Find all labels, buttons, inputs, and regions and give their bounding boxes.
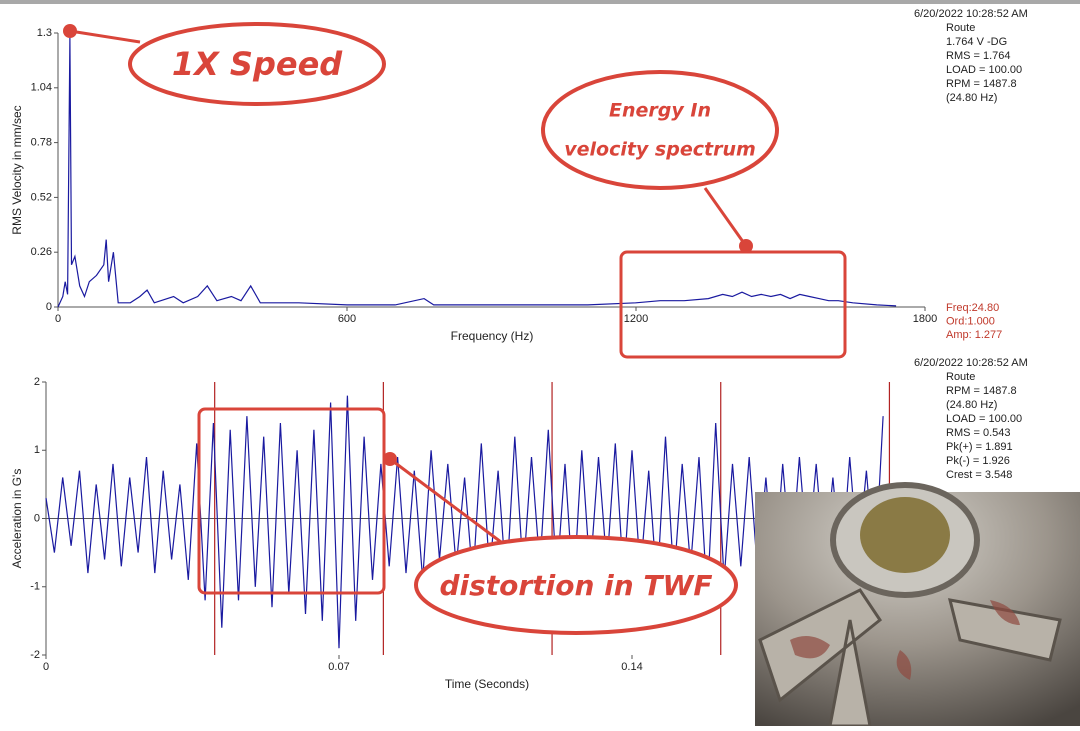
info-line: RMS = 1.764 [946,50,1011,62]
connector-dot [383,452,397,466]
annotation: 1X Speed [172,45,343,83]
x-tick-label: 600 [338,313,356,325]
info-line: Route [946,371,975,383]
data-line [45,395,884,649]
info-line: LOAD = 100.00 [946,413,1022,425]
y-tick-label: 0.26 [31,246,52,258]
connector [703,187,748,247]
connector [69,29,141,44]
annotation: velocity spectrum [564,139,756,161]
info-line: (24.80 Hz) [946,92,997,104]
connector [389,457,506,547]
callout [541,70,779,190]
y-tick-label: -2 [30,649,40,661]
cursor-label: Ord:1.000 [946,315,995,327]
y-tick-label: 1.04 [31,82,52,94]
data-line [57,37,897,308]
x-tick-label: 0.14 [621,661,642,673]
x-tick-label: 0 [55,313,61,325]
info-line: 6/20/2022 10:28:52 AM [914,357,1028,369]
y-tick-label: 0.78 [31,137,52,149]
annotation: Energy In [609,100,711,122]
info-line: Pk(-) = 1.926 [946,455,1010,467]
info-line: (24.80 Hz) [946,399,997,411]
y-axis-label: Acceleration in G's [10,469,24,569]
info-line: 1.764 V -DG [946,36,1007,48]
info-line: Route [946,22,975,34]
y-tick-label: 2 [34,376,40,388]
y-axis-label: RMS Velocity in mm/sec [10,105,24,234]
x-axis-label: Frequency (Hz) [451,329,534,343]
charts: 00.260.520.781.041.30 600 1200 1800Frequenc… [10,8,1080,691]
x-axis-label: Time (Seconds) [445,677,529,691]
info-line: RPM = 1487.8 [946,78,1017,90]
highlight-box [197,407,386,595]
info-line: 6/20/2022 10:28:52 AM [914,8,1028,20]
cursor-label: Amp: 1.277 [946,329,1002,341]
bore [860,497,950,573]
rust [790,600,1020,680]
connector-dot [739,239,753,253]
cursor-label: Freq:24.80 [946,302,999,314]
y-tick-label: 0 [34,512,40,524]
info-line: Crest = 3.548 [946,469,1012,481]
y-tick-label: -1 [30,581,40,593]
y-tick-label: 1.3 [37,27,52,39]
y-tick-label: 0.52 [31,191,52,203]
x-tick-label: 1800 [913,313,937,325]
info-line: Pk(+) = 1.891 [946,441,1013,453]
x-tick-label: 0.07 [328,661,349,673]
info-line: RMS = 0.543 [946,427,1011,439]
x-tick-label: 1200 [624,313,648,325]
annotation: distortion in TWF [439,569,712,602]
info-line: RPM = 1487.8 [946,385,1017,397]
callout [414,535,738,635]
x-tick-label: 0 [43,661,49,673]
info-line: LOAD = 100.00 [946,64,1022,76]
callout [128,22,386,106]
top-border [0,0,1080,4]
highlight-box [619,250,847,359]
y-tick-label: 1 [34,444,40,456]
y-tick-label: 0 [46,301,52,313]
connector-dot [63,24,77,38]
photo [755,482,1080,728]
